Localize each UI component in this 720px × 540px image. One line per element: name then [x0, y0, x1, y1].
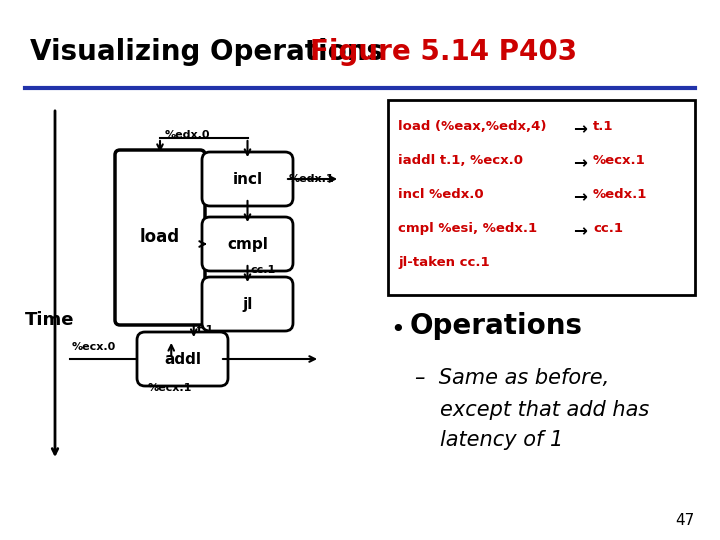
FancyBboxPatch shape	[202, 217, 293, 271]
Text: Figure 5.14 P403: Figure 5.14 P403	[310, 38, 577, 66]
FancyBboxPatch shape	[202, 277, 293, 331]
Text: 47: 47	[676, 513, 695, 528]
Text: Visualizing Operations: Visualizing Operations	[30, 38, 383, 66]
Text: addl: addl	[164, 352, 201, 367]
Text: load: load	[140, 228, 180, 246]
Text: %ecx.1: %ecx.1	[148, 383, 192, 393]
Text: cc.1: cc.1	[593, 222, 623, 235]
Text: except that add has: except that add has	[440, 400, 649, 420]
Text: %ecx.0: %ecx.0	[72, 342, 116, 352]
Text: jl-taken cc.1: jl-taken cc.1	[398, 256, 490, 269]
Text: t.1: t.1	[593, 120, 613, 133]
Text: →: →	[573, 154, 587, 172]
FancyBboxPatch shape	[202, 152, 293, 206]
Text: %edx.1: %edx.1	[289, 174, 335, 184]
Text: t.1: t.1	[197, 325, 214, 335]
Text: →: →	[573, 120, 587, 138]
Text: incl %edx.0: incl %edx.0	[398, 188, 484, 201]
Text: cmpl %esi, %edx.1: cmpl %esi, %edx.1	[398, 222, 537, 235]
Text: %edx.0: %edx.0	[165, 130, 210, 140]
Text: load (%eax,%edx,4): load (%eax,%edx,4)	[398, 120, 546, 133]
Text: jl: jl	[243, 296, 253, 312]
Text: iaddl t.1, %ecx.0: iaddl t.1, %ecx.0	[398, 154, 523, 167]
FancyBboxPatch shape	[137, 332, 228, 386]
Bar	[388, 100, 695, 295]
Text: →: →	[573, 222, 587, 240]
Text: latency of 1: latency of 1	[440, 430, 563, 450]
Text: –  Same as before,: – Same as before,	[415, 368, 609, 388]
Text: %ecx.1: %ecx.1	[593, 154, 646, 167]
Text: →: →	[573, 188, 587, 206]
Text: cc.1: cc.1	[251, 265, 276, 275]
Text: %edx.1: %edx.1	[593, 188, 647, 201]
Text: incl: incl	[233, 172, 263, 186]
Text: •: •	[390, 318, 405, 342]
Text: cmpl: cmpl	[227, 237, 268, 252]
Text: Time: Time	[25, 311, 74, 329]
Text: Operations: Operations	[410, 312, 583, 340]
FancyBboxPatch shape	[115, 150, 205, 325]
